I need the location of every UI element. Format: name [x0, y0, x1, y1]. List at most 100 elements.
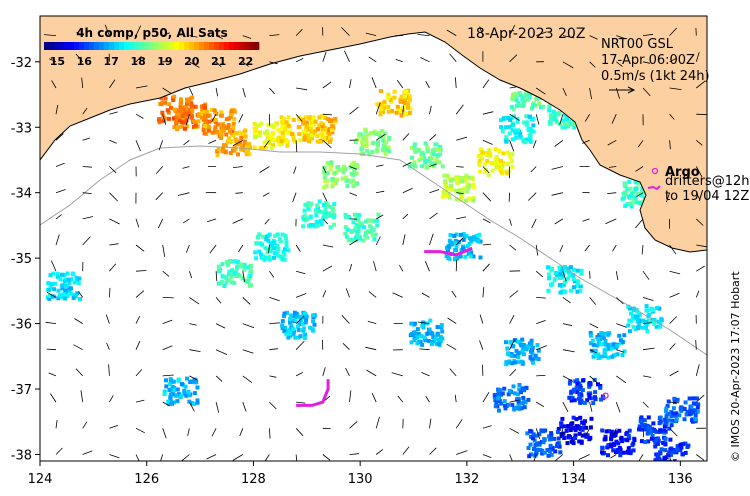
current-vector [295, 244, 301, 252]
current-vector [482, 139, 493, 145]
current-vector [635, 218, 644, 229]
current-vector [135, 25, 142, 36]
scale-arrow [609, 86, 636, 94]
current-vector [185, 114, 190, 126]
current-vector [429, 163, 437, 167]
current-vector [155, 192, 163, 201]
current-vector [295, 372, 303, 377]
current-vector [292, 192, 297, 203]
current-vector [108, 364, 110, 376]
current-vector [160, 454, 164, 461]
current-vector [482, 218, 491, 224]
current-vector [242, 271, 245, 283]
shelf-break-isobath [40, 145, 707, 356]
current-vector [455, 77, 457, 89]
current-vector [589, 61, 596, 68]
current-vector [669, 316, 677, 324]
current-vector [295, 454, 298, 461]
current-vector [615, 271, 619, 281]
colorbar-tick-label: 15 [50, 55, 65, 68]
sst-patch [525, 428, 563, 459]
current-vector [482, 263, 490, 272]
current-vector [106, 342, 110, 350]
current-vector [417, 34, 430, 36]
current-vector [295, 140, 298, 152]
current-vector [109, 263, 117, 272]
current-vector [419, 348, 430, 351]
current-vector [611, 114, 617, 124]
current-vector [642, 33, 654, 36]
current-vector [177, 192, 190, 196]
current-vector [109, 395, 114, 403]
current-vector [269, 375, 277, 378]
colorbar-swatch [94, 42, 100, 50]
current-vector [429, 105, 432, 115]
sst-patch [476, 147, 515, 177]
current-vector [695, 51, 700, 62]
current-vector [158, 140, 164, 151]
current-vector [402, 133, 410, 141]
current-vector [642, 297, 654, 301]
current-vector [269, 270, 275, 278]
current-vector [402, 234, 406, 246]
current-vector [76, 31, 83, 36]
current-vector [242, 87, 246, 98]
y-tick-label: -33 [11, 121, 32, 136]
current-vector [215, 297, 222, 304]
current-vector [509, 218, 512, 226]
colorbar-swatch [254, 42, 260, 50]
current-vector [322, 166, 327, 173]
current-vector [82, 166, 92, 168]
current-vector [669, 454, 671, 461]
current-vector [264, 454, 270, 461]
current-vector [189, 271, 193, 279]
colorbar-swatch [204, 42, 210, 50]
current-vector [242, 401, 247, 412]
current-vector [345, 367, 350, 377]
current-vector [322, 290, 327, 298]
current-vector [392, 292, 403, 298]
current-vector [535, 428, 541, 440]
current-vector [349, 192, 358, 197]
current-vector [695, 166, 703, 178]
current-vector [456, 192, 464, 194]
x-tick-label: 128 [241, 472, 266, 487]
current-vector [80, 390, 84, 403]
colorbar-swatch [119, 42, 125, 50]
colorbar-swatch [184, 42, 190, 50]
argo-floats [602, 392, 609, 399]
current-vector [295, 28, 303, 36]
current-vector [55, 189, 66, 194]
colorbar-swatch [74, 42, 80, 50]
colorbar-swatch [69, 42, 75, 50]
current-vector [349, 421, 358, 429]
current-vector [341, 27, 350, 36]
current-vector [616, 323, 627, 328]
current-vector [189, 297, 200, 305]
current-vector [535, 401, 545, 407]
colorbar-swatch [154, 42, 160, 50]
current-vector [695, 364, 700, 377]
current-vector [669, 87, 682, 90]
current-vector [189, 87, 194, 96]
current-vector [449, 53, 457, 63]
argo-float [602, 392, 609, 399]
current-vector [269, 61, 278, 65]
current-vector [135, 427, 145, 434]
current-vector [55, 420, 58, 429]
current-vector [75, 368, 83, 377]
scale-label: 0.5m/s (1kt 24h) [601, 69, 710, 84]
sst-patch [545, 265, 584, 295]
current-vector [135, 369, 143, 377]
current-vector [109, 425, 119, 429]
colorbar-swatch [64, 42, 70, 50]
colorbar-swatch [249, 42, 255, 50]
colorbar-swatch [129, 42, 135, 50]
sst-layer [46, 81, 701, 461]
current-vector [109, 166, 117, 174]
current-vector [395, 59, 403, 63]
current-vector [642, 270, 650, 280]
current-vector [50, 393, 57, 403]
current-vector [295, 58, 304, 63]
